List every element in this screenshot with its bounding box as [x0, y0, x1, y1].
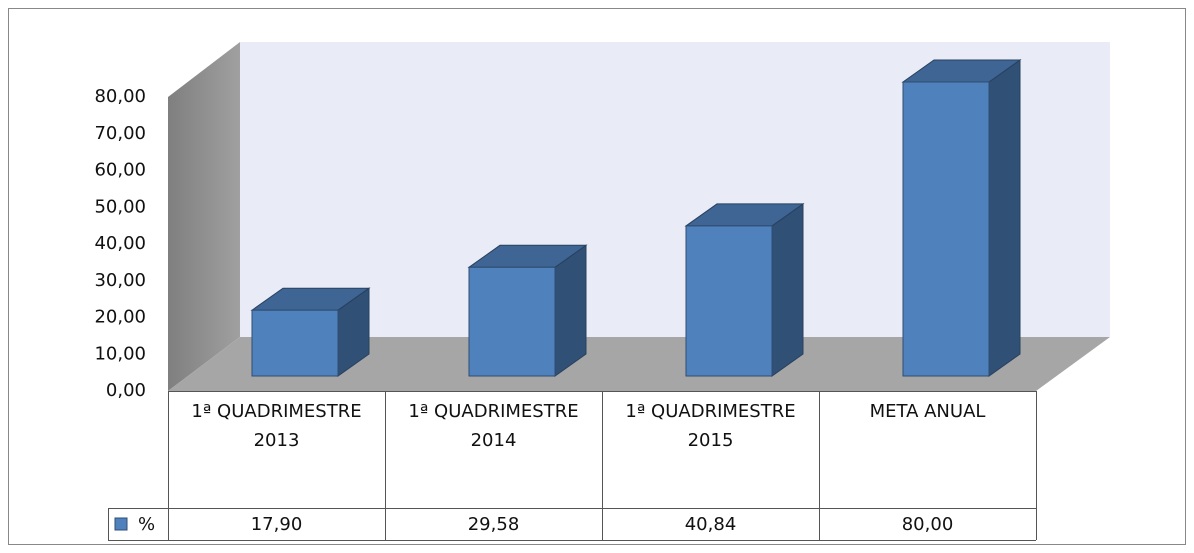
y-tick-label: 70,00 — [94, 123, 146, 144]
side-wall — [168, 42, 240, 391]
bar — [251, 309, 339, 377]
y-tick-label: 80,00 — [94, 86, 146, 107]
category-label: 1ª QUADRIMESTRE 2014 — [408, 401, 579, 451]
y-tick-label: 30,00 — [94, 270, 146, 291]
back-wall — [240, 42, 1110, 337]
y-tick-label: 40,00 — [94, 233, 146, 254]
bar-side — [771, 202, 804, 377]
category-label: META ANUAL — [869, 401, 986, 422]
bar-side — [554, 244, 587, 377]
data-table-value: 17,90 — [251, 514, 303, 535]
bar-side — [988, 59, 1021, 377]
category-label: 1ª QUADRIMESTRE 2013 — [191, 401, 362, 451]
legend-label: % — [138, 514, 155, 535]
y-tick-label: 20,00 — [94, 307, 146, 328]
bar — [685, 225, 773, 377]
data-table-value: 40,84 — [685, 514, 737, 535]
legend-swatch — [114, 517, 128, 531]
y-tick-label: 0,00 — [106, 380, 146, 401]
y-tick-label: 10,00 — [94, 343, 146, 364]
y-tick-label: 50,00 — [94, 196, 146, 217]
floor — [168, 337, 1110, 391]
data-table-value: 29,58 — [468, 514, 520, 535]
bar — [468, 266, 556, 377]
category-label: 1ª QUADRIMESTRE 2015 — [625, 401, 796, 451]
data-table-value: 80,00 — [902, 514, 954, 535]
bar — [902, 81, 990, 377]
y-tick-label: 60,00 — [94, 160, 146, 181]
